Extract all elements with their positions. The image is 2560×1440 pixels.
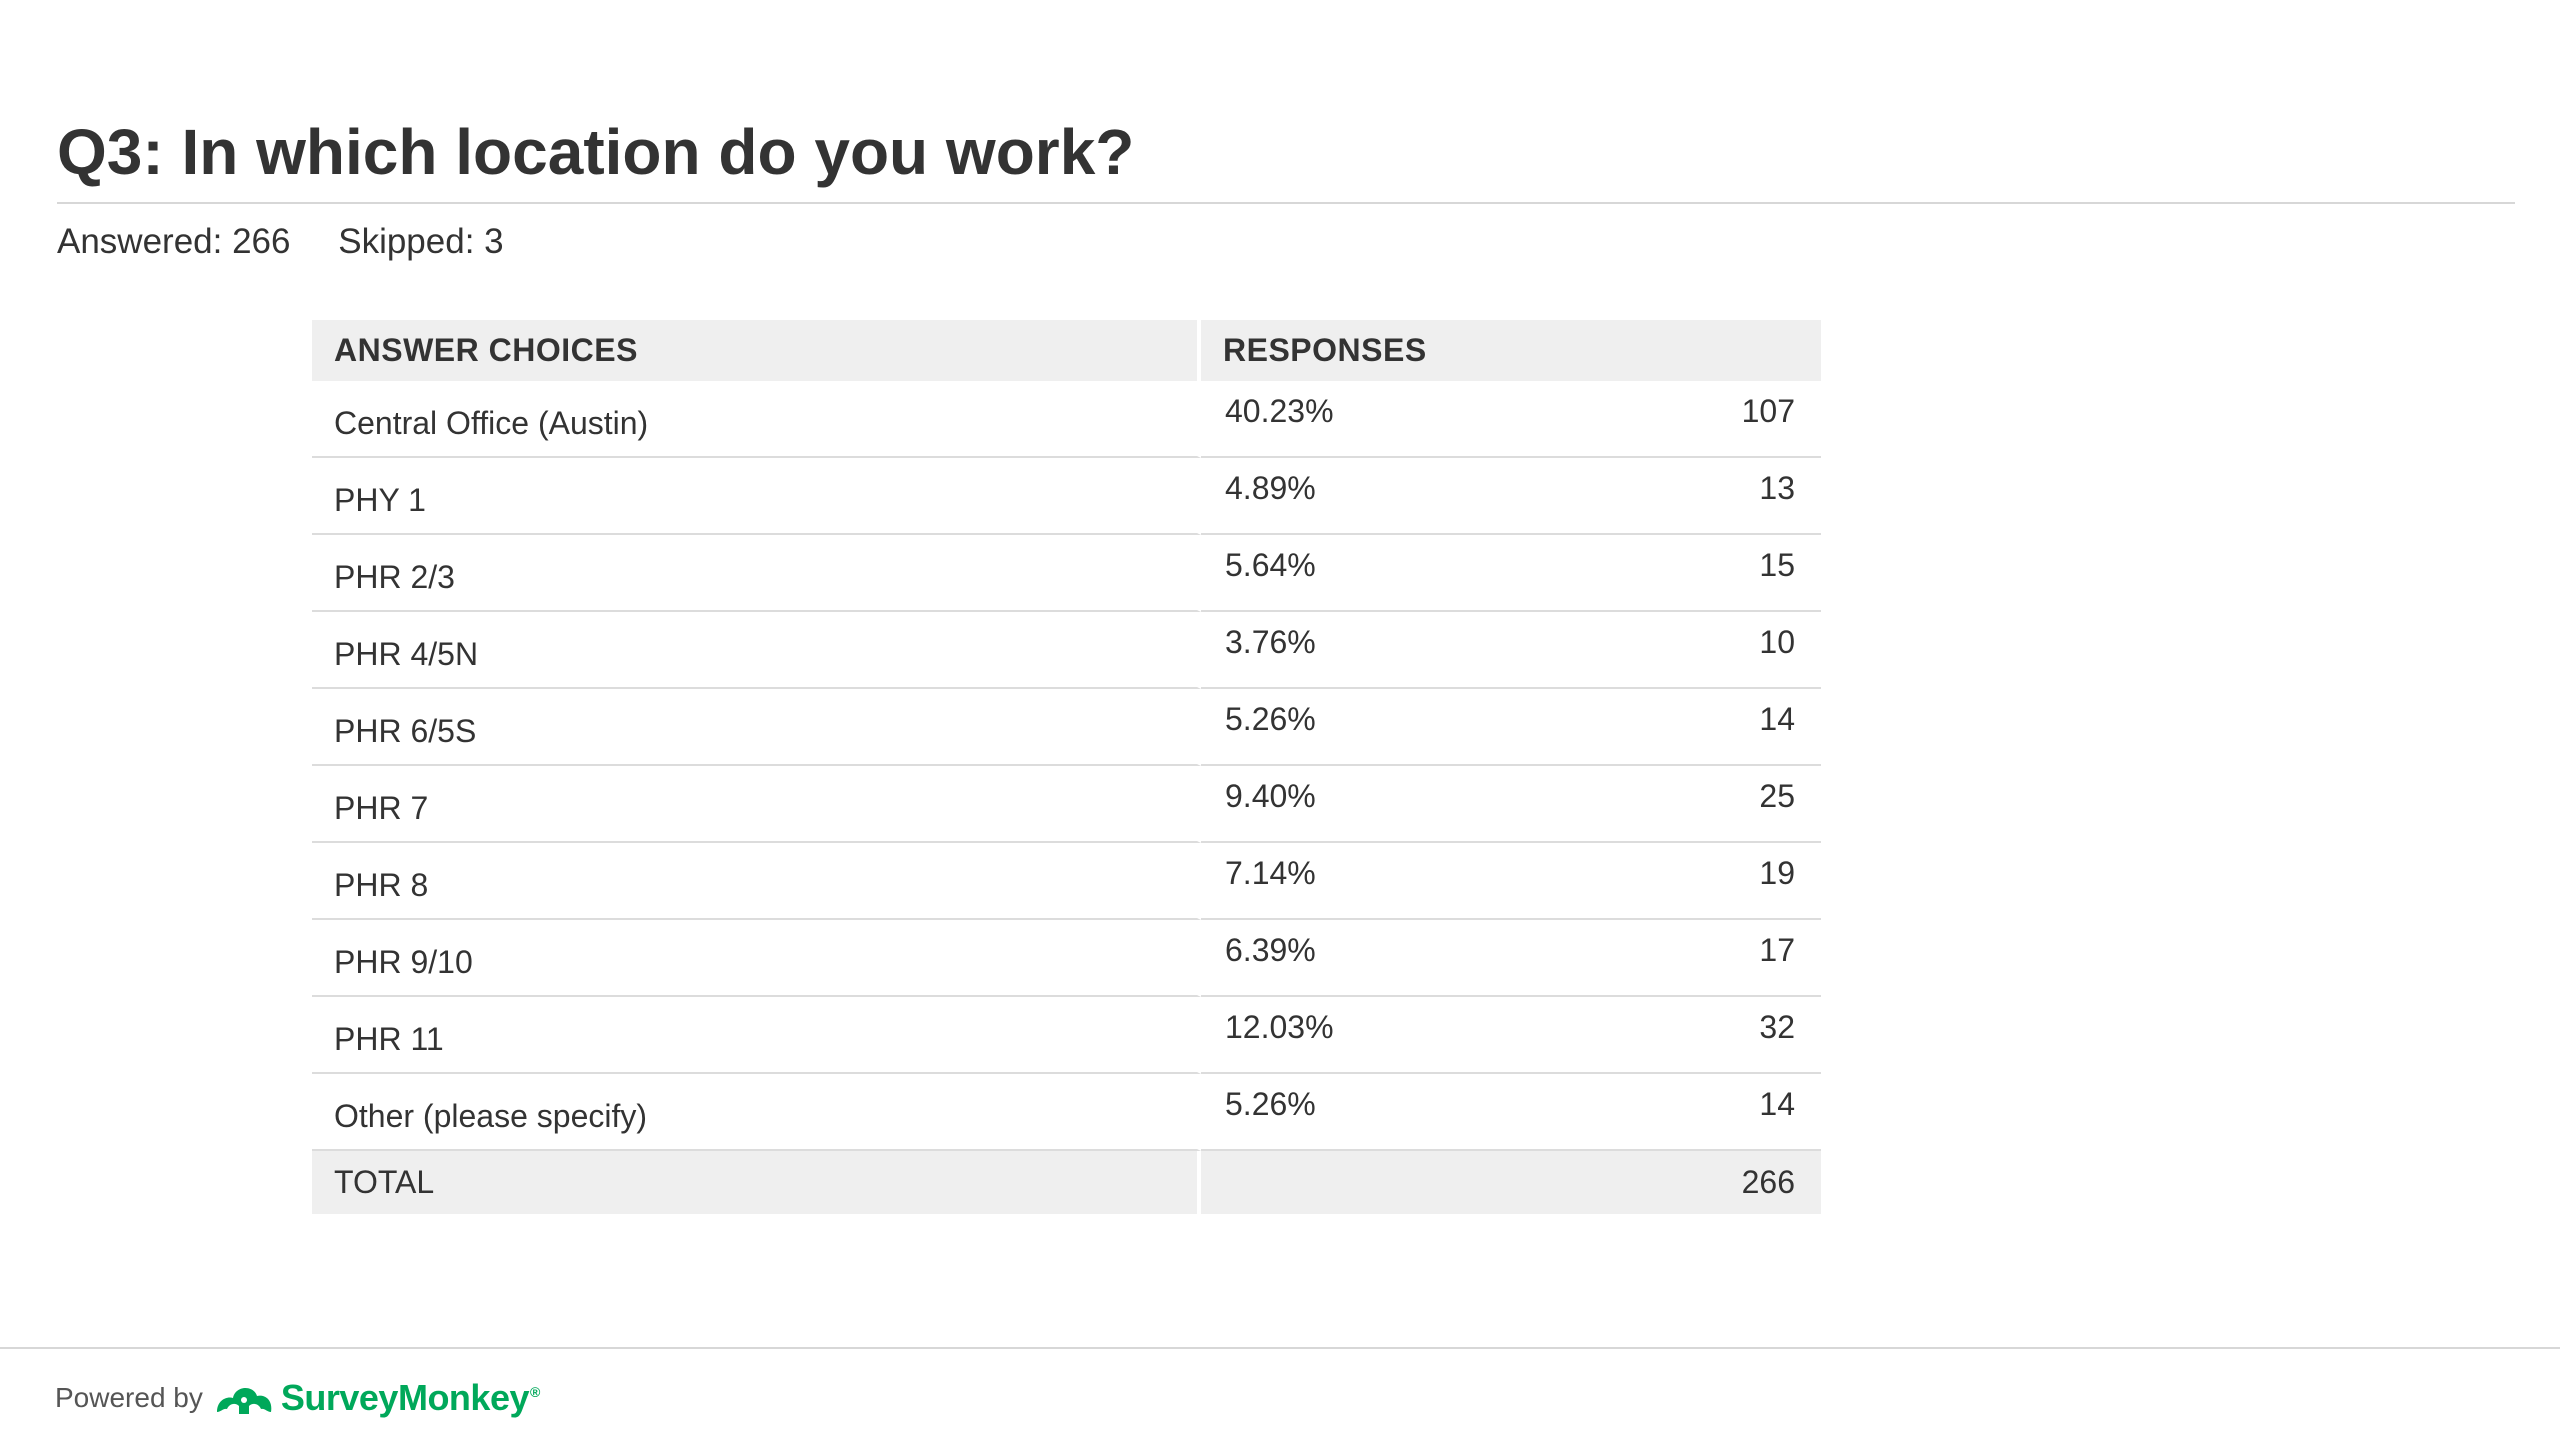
table-header-row: ANSWER CHOICES RESPONSES [312,320,1822,381]
response-count: 15 [1481,535,1822,612]
answer-choice: Other (please specify) [312,1074,1201,1151]
table-row: PHR 2/3 5.64% 15 [312,535,1822,612]
response-percent: 5.26% [1201,689,1481,766]
answer-choice: PHR 2/3 [312,535,1201,612]
title-divider [57,202,2515,204]
total-row: TOTAL 266 [312,1151,1822,1214]
response-percent: 3.76% [1201,612,1481,689]
response-count: 13 [1481,458,1822,535]
answer-choice: PHR 9/10 [312,920,1201,997]
table-row: PHR 7 9.40% 25 [312,766,1822,843]
skipped-count: Skipped: 3 [338,222,504,261]
results-table: ANSWER CHOICES RESPONSES Central Office … [312,320,1822,1214]
answer-choice: PHR 7 [312,766,1201,843]
table-row: PHR 9/10 6.39% 17 [312,920,1822,997]
answer-choice: Central Office (Austin) [312,381,1201,458]
response-count: 107 [1481,381,1822,458]
response-count: 19 [1481,843,1822,920]
table-row: PHR 8 7.14% 19 [312,843,1822,920]
answer-choices-header: ANSWER CHOICES [312,320,1201,381]
response-percent: 7.14% [1201,843,1481,920]
footer-divider [0,1347,2560,1349]
table-row: PHR 4/5N 3.76% 10 [312,612,1822,689]
response-count: 17 [1481,920,1822,997]
response-count: 32 [1481,997,1822,1074]
responses-header: RESPONSES [1201,320,1822,381]
powered-by-label: Powered by [55,1382,203,1413]
table-row: PHY 1 4.89% 13 [312,458,1822,535]
surveymonkey-logo-icon [213,1376,275,1420]
total-label: TOTAL [312,1151,1201,1214]
table-row: PHR 11 12.03% 32 [312,997,1822,1074]
table-row: Other (please specify) 5.26% 14 [312,1074,1822,1151]
footer: Powered by SurveyMonkey® [55,1370,540,1426]
response-percent: 4.89% [1201,458,1481,535]
surveymonkey-brand[interactable]: SurveyMonkey® [281,1377,540,1419]
answer-choice: PHY 1 [312,458,1201,535]
response-percent: 5.64% [1201,535,1481,612]
answered-count: Answered: 266 [57,222,291,261]
table-row: PHR 6/5S 5.26% 14 [312,689,1822,766]
response-count: 10 [1481,612,1822,689]
response-percent: 5.26% [1201,1074,1481,1151]
response-percent: 12.03% [1201,997,1481,1074]
brand-name: SurveyMonkey [280,1377,530,1418]
answer-choice: PHR 4/5N [312,612,1201,689]
response-count: 25 [1481,766,1822,843]
answer-choice: PHR 6/5S [312,689,1201,766]
response-count: 14 [1481,1074,1822,1151]
answer-choice: PHR 8 [312,843,1201,920]
total-count: 266 [1201,1151,1822,1214]
response-percent: 9.40% [1201,766,1481,843]
response-percent: 6.39% [1201,920,1481,997]
response-percent: 40.23% [1201,381,1481,458]
table-row: Central Office (Austin) 40.23% 107 [312,381,1822,458]
trademark-symbol: ® [529,1384,540,1400]
response-count: 14 [1481,689,1822,766]
answer-choice: PHR 11 [312,997,1201,1074]
response-stats: Answered: 266 Skipped: 3 [57,218,504,266]
question-title: Q3: In which location do you work? [57,116,1135,188]
